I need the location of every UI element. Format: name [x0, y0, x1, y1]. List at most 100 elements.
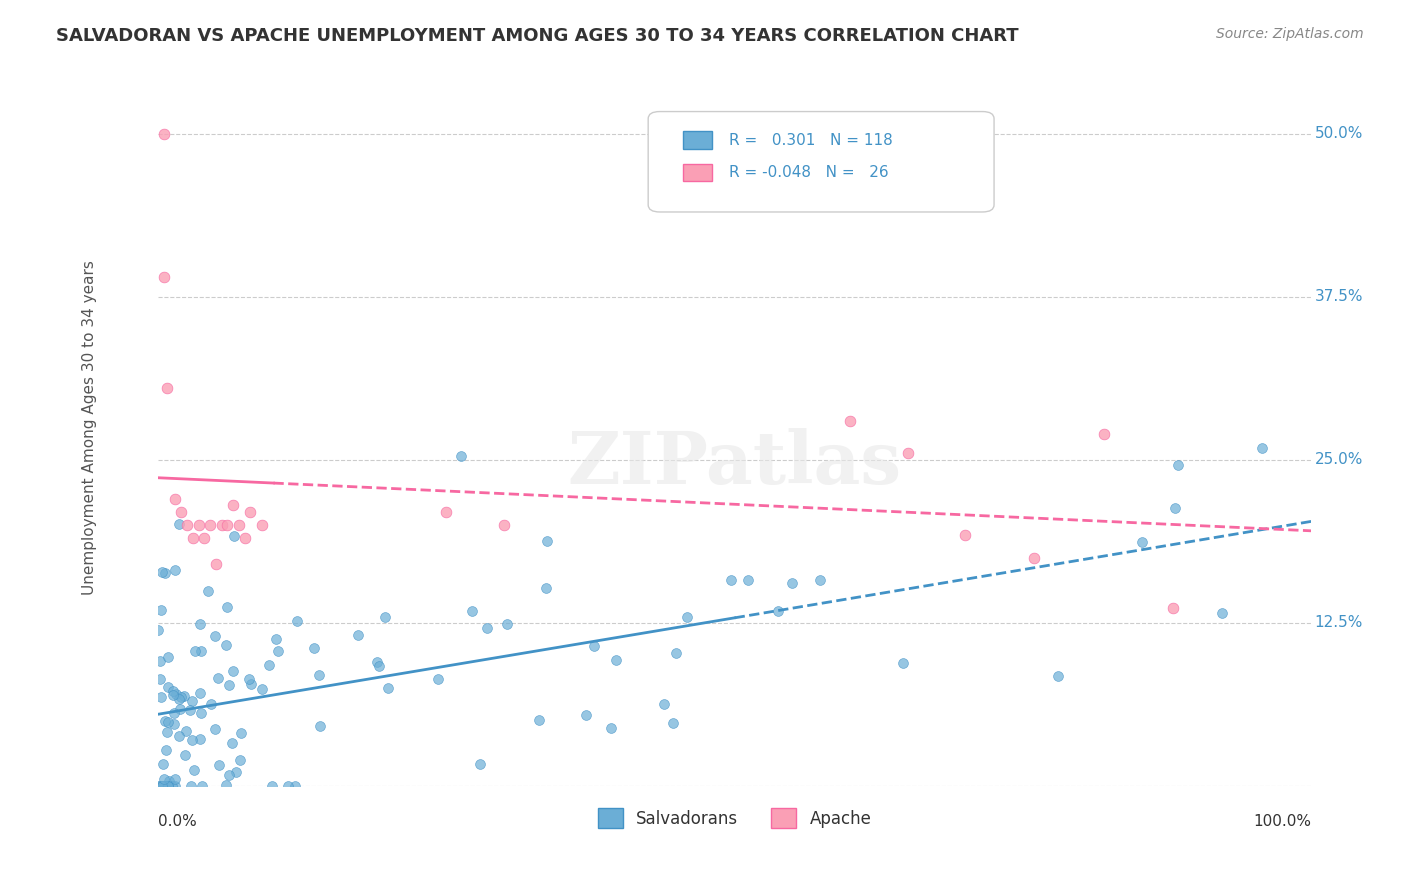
Salvadorans — [162, 688, 184, 702]
Salvadorans — [179, 703, 201, 717]
Salvadorans — [188, 686, 211, 700]
Salvadorans — [583, 639, 606, 653]
Salvadorans — [208, 758, 231, 772]
Salvadorans — [239, 677, 262, 691]
Salvadorans — [148, 623, 170, 637]
Salvadorans — [156, 681, 179, 695]
Salvadorans — [157, 779, 180, 793]
Salvadorans — [665, 647, 688, 661]
Salvadorans — [152, 779, 174, 793]
Apache — [1161, 601, 1184, 615]
Salvadorans — [160, 779, 183, 793]
Salvadorans — [215, 638, 238, 652]
Salvadorans — [149, 654, 172, 668]
Apache — [1092, 426, 1115, 441]
Salvadorans — [891, 657, 914, 671]
Salvadorans — [162, 684, 184, 698]
Salvadorans — [215, 778, 238, 792]
Apache — [176, 518, 198, 533]
Salvadorans — [264, 632, 287, 647]
Apache — [436, 505, 458, 519]
Text: ZIPatlas: ZIPatlas — [568, 427, 901, 499]
Salvadorans — [163, 706, 186, 721]
Apache — [205, 557, 228, 571]
FancyBboxPatch shape — [648, 112, 994, 212]
Salvadorans — [224, 529, 246, 543]
Salvadorans — [228, 753, 250, 767]
Salvadorans — [204, 723, 226, 737]
Salvadorans — [218, 768, 240, 782]
Salvadorans — [173, 689, 195, 703]
Salvadorans — [475, 621, 498, 635]
Salvadorans — [149, 690, 172, 704]
Apache — [170, 505, 193, 519]
Salvadorans — [152, 757, 174, 772]
Apache — [250, 518, 273, 533]
Text: 100.0%: 100.0% — [1253, 814, 1312, 830]
Salvadorans — [675, 610, 697, 624]
Salvadorans — [461, 604, 484, 618]
Salvadorans — [174, 723, 197, 738]
Text: 12.5%: 12.5% — [1315, 615, 1362, 631]
Salvadorans — [218, 678, 240, 692]
Salvadorans — [155, 743, 177, 757]
Salvadorans — [150, 779, 173, 793]
Salvadorans — [221, 736, 243, 750]
Apache — [187, 518, 209, 533]
Salvadorans — [1046, 669, 1069, 683]
Salvadorans — [163, 563, 186, 577]
Salvadorans — [366, 655, 388, 669]
Salvadorans — [661, 715, 683, 730]
Salvadorans — [225, 764, 247, 779]
Salvadorans — [308, 719, 330, 733]
Salvadorans — [215, 599, 238, 614]
Apache — [228, 518, 250, 533]
Salvadorans — [150, 565, 173, 579]
Salvadorans — [720, 573, 742, 587]
Salvadorans — [250, 681, 273, 696]
Salvadorans — [1251, 442, 1274, 456]
Salvadorans — [529, 713, 551, 727]
Salvadorans — [190, 644, 212, 658]
Salvadorans — [149, 673, 172, 687]
Text: R =   0.301   N = 118: R = 0.301 N = 118 — [728, 133, 893, 148]
Salvadorans — [148, 779, 170, 793]
Salvadorans — [238, 672, 260, 686]
Apache — [222, 499, 245, 513]
Apache — [153, 270, 176, 285]
Salvadorans — [153, 772, 176, 786]
Salvadorans — [167, 517, 190, 532]
Salvadorans — [426, 672, 449, 686]
Salvadorans — [149, 779, 172, 793]
Text: 37.5%: 37.5% — [1315, 289, 1362, 304]
Salvadorans — [191, 779, 214, 793]
Salvadorans — [183, 644, 205, 658]
Salvadorans — [267, 644, 290, 658]
Salvadorans — [188, 617, 211, 632]
Apache — [839, 414, 862, 428]
Apache — [193, 531, 215, 545]
Salvadorans — [200, 697, 222, 711]
Salvadorans — [737, 573, 759, 587]
Apache — [955, 528, 977, 542]
Apache — [165, 491, 187, 506]
Salvadorans — [302, 641, 325, 656]
Salvadorans — [308, 668, 330, 682]
Apache — [153, 127, 176, 141]
Salvadorans — [1164, 500, 1187, 515]
Salvadorans — [155, 779, 177, 793]
Salvadorans — [222, 664, 245, 678]
Text: Source: ZipAtlas.com: Source: ZipAtlas.com — [1216, 27, 1364, 41]
Legend: Salvadorans, Apache: Salvadorans, Apache — [591, 801, 879, 835]
Salvadorans — [780, 576, 803, 591]
Salvadorans — [156, 779, 179, 793]
Salvadorans — [183, 764, 205, 778]
Text: R = -0.048   N =   26: R = -0.048 N = 26 — [728, 165, 889, 180]
Salvadorans — [605, 653, 627, 667]
Salvadorans — [260, 779, 283, 793]
Salvadorans — [284, 779, 307, 793]
Salvadorans — [181, 694, 204, 708]
Salvadorans — [169, 702, 191, 716]
Apache — [494, 518, 516, 533]
Salvadorans — [165, 772, 187, 786]
